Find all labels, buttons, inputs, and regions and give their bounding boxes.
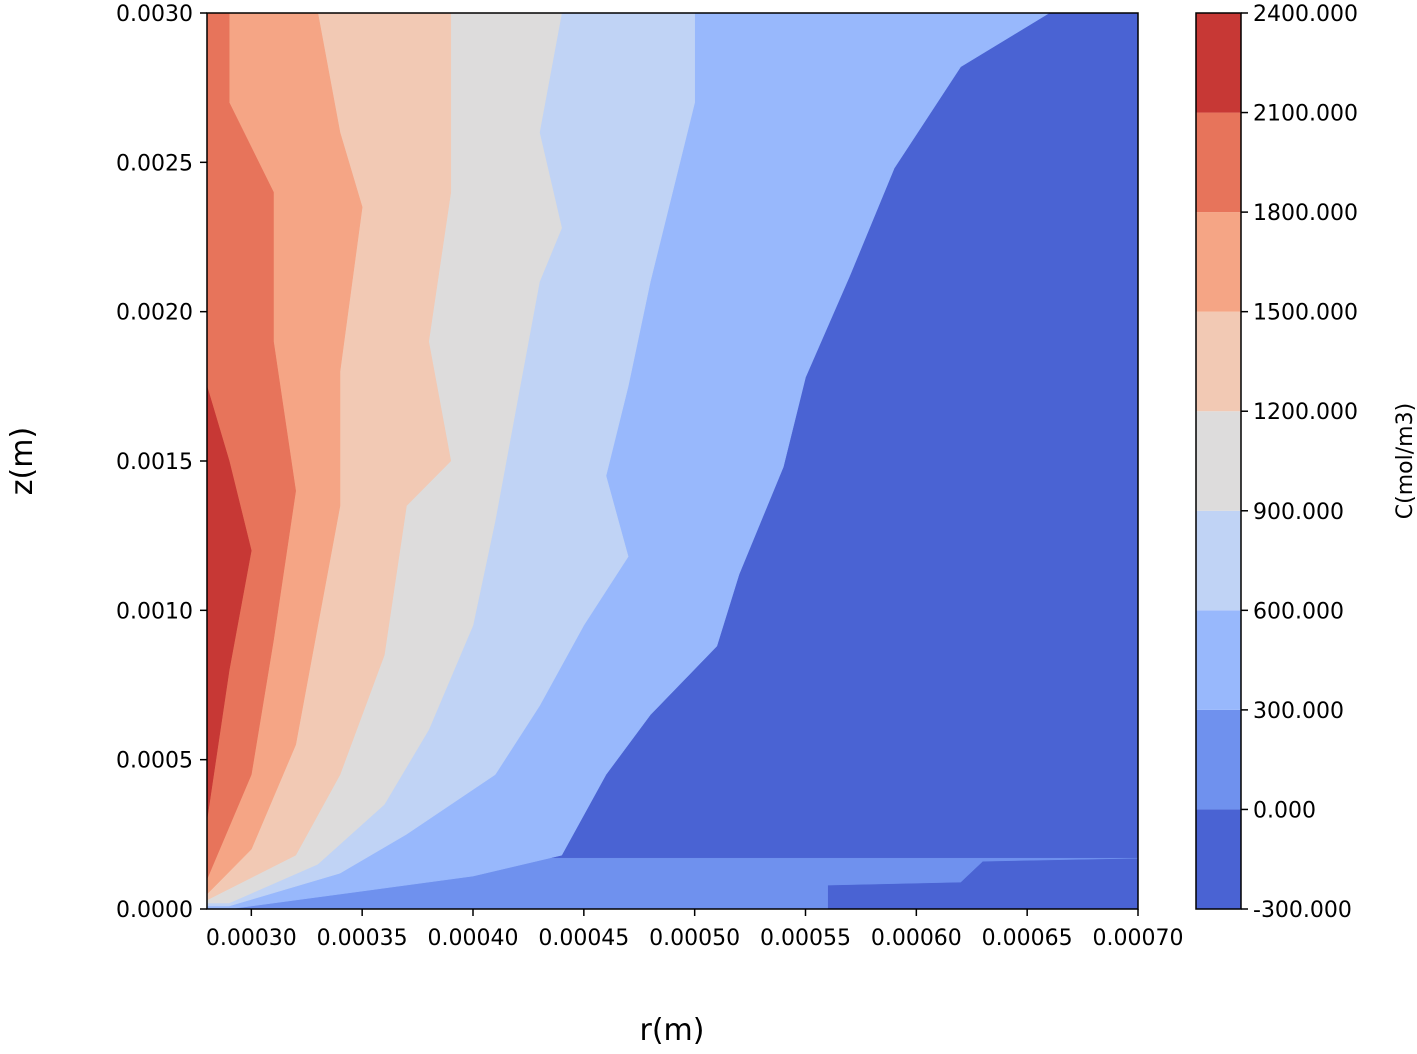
colorbar-swatch	[1196, 809, 1241, 909]
colorbar-swatch	[1196, 411, 1241, 511]
colorbar-swatch	[1196, 709, 1241, 810]
colorbar-tick-label: -300.000	[1253, 898, 1352, 923]
colorbar-tick-label: 600.000	[1253, 599, 1344, 624]
y-tick-label: 0.0020	[116, 301, 193, 326]
contour-bands	[207, 13, 1138, 909]
y-tick-label: 0.0005	[116, 749, 193, 774]
y-axis-label: z(m)	[5, 427, 40, 495]
colorbar	[1195, 12, 1242, 910]
x-tick-label: 0.00050	[649, 926, 740, 951]
colorbar-tick-label: 0.000	[1253, 798, 1316, 823]
colorbar-tick-label: 2100.000	[1253, 102, 1358, 127]
x-tick-label: 0.00070	[1093, 926, 1184, 951]
colorbar-tick-label: 1800.000	[1253, 201, 1358, 226]
colorbar-tick-label: 2400.000	[1253, 2, 1358, 27]
colorbar-tick-label: 900.000	[1253, 500, 1344, 525]
x-tick-label: 0.00065	[982, 926, 1073, 951]
x-axis: 0.00030 0.00035 0.00040 0.00045 0.00050 0.000…	[206, 909, 1184, 951]
x-tick-label: 0.00035	[317, 926, 408, 951]
x-tick-label: 0.00045	[538, 926, 629, 951]
colorbar-ticks: -300.000 0.000 300.000 600.000 900.000 1200.0…	[1241, 2, 1358, 923]
colorbar-swatch	[1196, 610, 1241, 710]
colorbar-swatch	[1196, 112, 1241, 213]
y-axis: 0.0000 0.0005 0.0010 0.0015 0.0020 0.0025 0.00…	[116, 2, 207, 923]
colorbar-frame	[1195, 12, 1242, 910]
colorbar-swatch	[1196, 510, 1241, 611]
colorbar-label: C(mol/m3)	[1393, 403, 1417, 519]
colorbar-swatch	[1196, 311, 1241, 412]
y-tick-label: 0.0015	[116, 450, 193, 475]
colorbar-tick-label: 1500.000	[1253, 301, 1358, 326]
x-tick-label: 0.00030	[206, 926, 297, 951]
colorbar-swatch	[1196, 13, 1241, 113]
x-tick-label: 0.00040	[428, 926, 519, 951]
y-tick-label: 0.0030	[116, 2, 193, 27]
colorbar-swatch	[1196, 212, 1241, 312]
x-tick-label: 0.00055	[760, 926, 851, 951]
colorbar-tick-label: 300.000	[1253, 699, 1344, 724]
y-tick-label: 0.0010	[116, 599, 193, 624]
x-tick-label: 0.00060	[871, 926, 962, 951]
contour-band-2100	[207, 386, 252, 820]
colorbar-tick-label: 1200.000	[1253, 400, 1358, 425]
y-tick-label: 0.0000	[116, 898, 193, 923]
x-axis-label: r(m)	[640, 1013, 705, 1048]
y-tick-label: 0.0025	[116, 151, 193, 176]
